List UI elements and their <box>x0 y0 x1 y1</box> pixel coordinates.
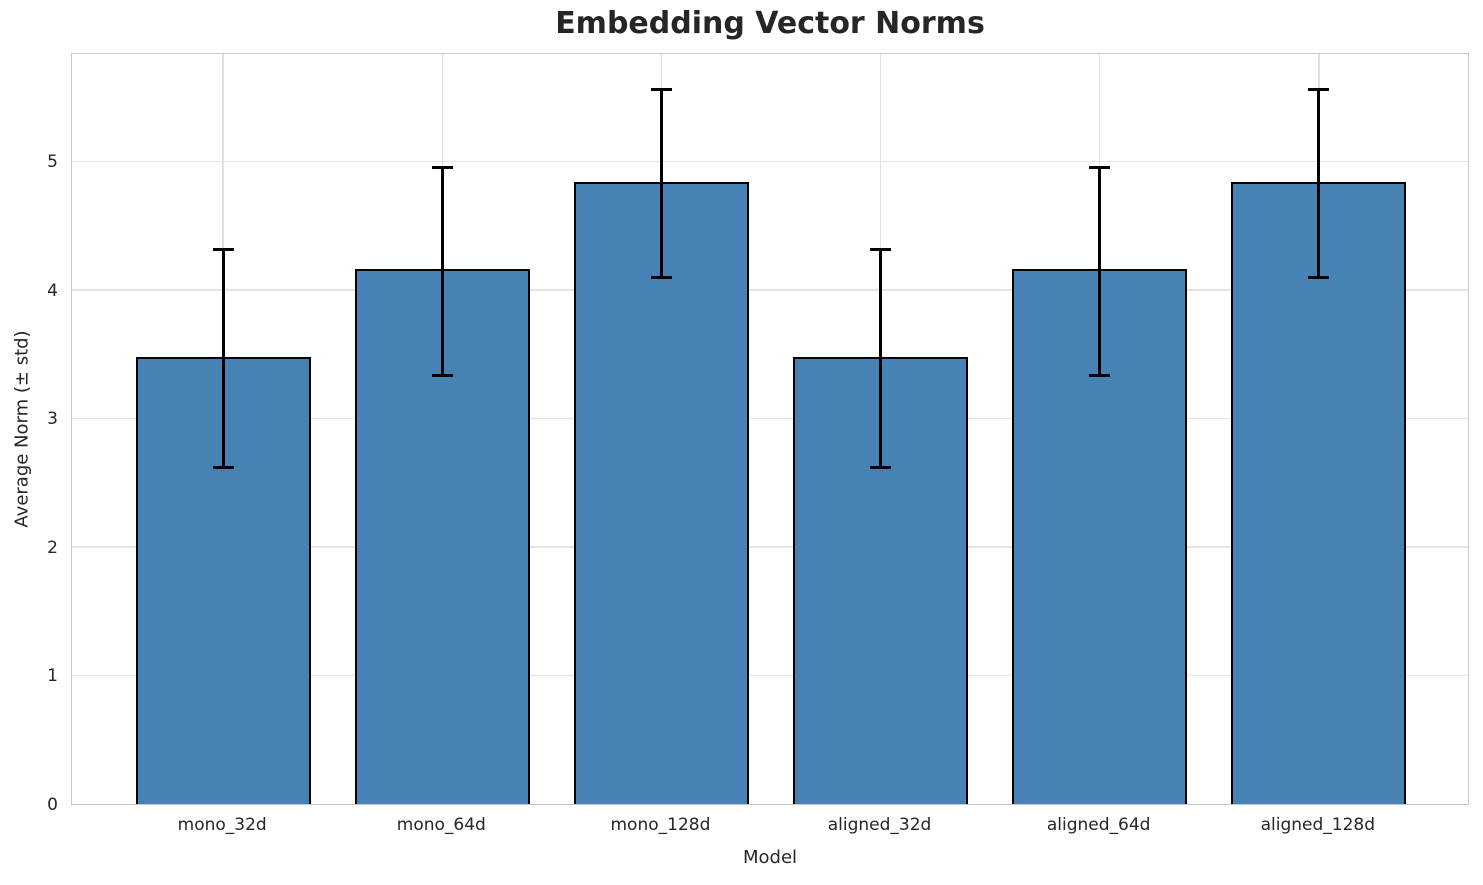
error-bar-line <box>1098 167 1102 376</box>
y-gridline <box>72 417 1468 420</box>
plot-area <box>71 53 1469 805</box>
error-bar-cap-top <box>870 247 892 251</box>
y-gridline <box>72 674 1468 677</box>
error-bar-cap-bottom <box>1089 373 1111 377</box>
x-axis-label: Model <box>742 847 798 868</box>
bar-mono_32d <box>135 356 311 804</box>
y-gridline <box>72 289 1468 291</box>
error-bar-line <box>879 249 883 468</box>
y-gridline <box>72 546 1468 548</box>
y-tick-label: 0 <box>47 795 58 815</box>
error-bar-line <box>659 89 663 278</box>
x-tick-label-aligned_128d: aligned_128d <box>1260 815 1375 835</box>
error-bar-cap-bottom <box>870 466 892 470</box>
bar-aligned_128d <box>1231 181 1407 804</box>
error-bar-cap-top <box>1089 165 1111 169</box>
y-tick-label: 4 <box>47 280 58 301</box>
x-tick-label-mono_64d: mono_64d <box>396 815 486 835</box>
y-tick-label: 3 <box>47 409 58 430</box>
error-bar-cap-bottom <box>431 373 453 377</box>
bar-mono_128d <box>573 181 750 804</box>
y-tick-label: 5 <box>47 152 58 173</box>
y-tick-label: 1 <box>47 666 58 687</box>
error-bar-cap-top <box>1308 88 1330 92</box>
error-bar-cap-top <box>212 247 234 251</box>
error-bar-cap-top <box>431 165 453 169</box>
error-bar-cap-bottom <box>212 466 234 470</box>
y-tick-label: 2 <box>47 537 58 558</box>
x-tick-label-mono_128d: mono_128d <box>610 815 711 835</box>
x-tick-label-aligned_32d: aligned_32d <box>827 815 932 835</box>
error-bar-cap-top <box>650 88 672 92</box>
error-bar-cap-bottom <box>1308 276 1330 280</box>
y-gridline <box>72 160 1468 163</box>
error-bar-line <box>1317 89 1321 278</box>
x-tick-label-mono_32d: mono_32d <box>177 815 267 835</box>
x-tick-label-aligned_64d: aligned_64d <box>1046 815 1151 835</box>
error-bar-line <box>221 249 225 468</box>
error-bar-cap-bottom <box>650 276 672 280</box>
error-bar-line <box>440 167 444 376</box>
chart-title: Embedding Vector Norms <box>555 6 985 41</box>
